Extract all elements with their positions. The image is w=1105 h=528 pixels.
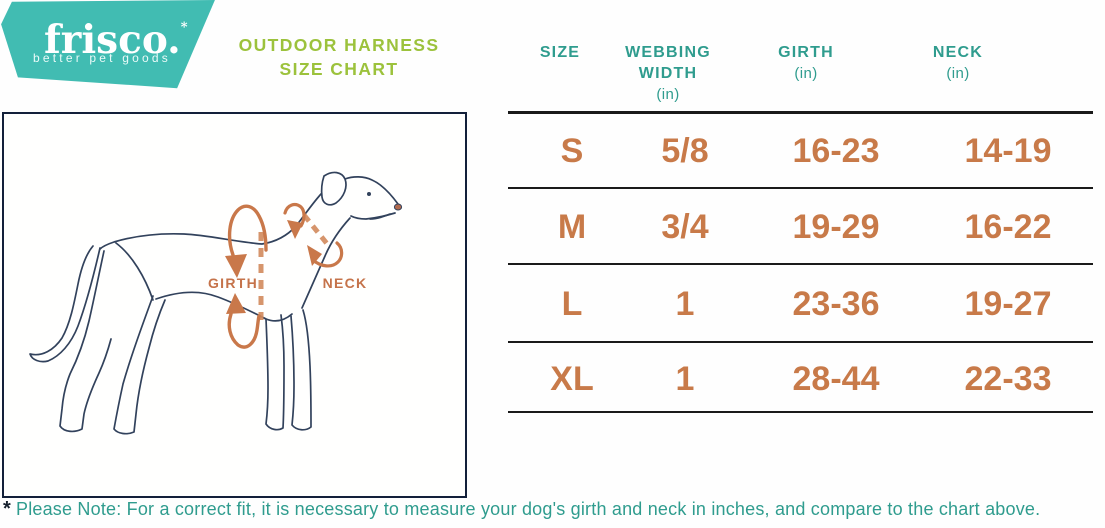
header-webbing-unit: (in) — [656, 86, 680, 103]
webbing-cell: 1 — [675, 285, 695, 323]
neck-loop-bottom-arc — [311, 241, 344, 268]
girth-loop-top-arc — [227, 204, 268, 257]
webbing-cell: 1 — [675, 360, 695, 398]
header-size-label: SIZE — [539, 44, 581, 61]
neck-loop-top-arc — [283, 202, 306, 228]
footnote-text: Please Note: For a correct fit, it is ne… — [15, 499, 1041, 519]
brand-name: frisco.* — [44, 6, 188, 63]
neck-strap-dashed-line — [302, 213, 330, 247]
girth-cell: 16-23 — [792, 132, 880, 170]
header-neck-label: NECK — [932, 44, 984, 61]
size-cell: XL — [550, 360, 594, 398]
size-cell: M — [557, 208, 587, 246]
column-header-webbing-width: WEBBING WIDTH (in) — [608, 42, 728, 105]
header-girth-label: GIRTH — [778, 44, 834, 61]
trademark-icon: * — [180, 20, 188, 35]
neck-cell: 19-27 — [964, 285, 1052, 323]
size-table: SIZE WEBBING WIDTH (in) GIRTH (in) NECK … — [505, 0, 1100, 440]
table-rule — [508, 263, 1093, 265]
header-neck-unit: (in) — [946, 65, 970, 82]
table-rule — [508, 111, 1093, 114]
girth-arrow-down-icon — [225, 254, 247, 278]
girth-measure-annotation: GIRTH — [208, 204, 268, 349]
size-cell: S — [560, 132, 584, 170]
webbing-cell: 3/4 — [661, 208, 709, 246]
dog-illustration: GIRTH NECK — [29, 171, 403, 435]
neck-cell: 22-33 — [964, 360, 1052, 398]
neck-label: NECK — [323, 275, 368, 291]
header-webbing-line1: WEBBING — [625, 44, 711, 61]
table-rule — [508, 411, 1093, 413]
table-rule — [508, 341, 1093, 343]
column-header-neck: NECK (in) — [898, 42, 1018, 84]
dog-eye — [367, 192, 371, 196]
brand-name-text: frisco. — [44, 17, 181, 63]
page-title: OUTDOOR HARNESS SIZE CHART — [218, 33, 460, 81]
neck-cell: 14-19 — [964, 132, 1052, 170]
column-header-size: SIZE — [510, 42, 610, 63]
neck-measure-annotation: NECK — [283, 202, 368, 291]
neck-cell: 16-22 — [964, 208, 1052, 246]
footnote-asterisk: * — [3, 498, 11, 520]
girth-cell: 19-29 — [792, 208, 880, 246]
neck-arrow-down-icon — [287, 220, 303, 239]
girth-cell: 23-36 — [792, 285, 880, 323]
footnote: * Please Note: For a correct fit, it is n… — [3, 498, 1103, 521]
size-cell: L — [561, 285, 583, 323]
frisco-logo-badge — [1, 0, 215, 89]
neck-arrow-up-icon — [307, 245, 322, 266]
webbing-cell: 5/8 — [661, 132, 709, 170]
dog-outline — [29, 171, 399, 435]
girth-cell: 28-44 — [792, 360, 880, 398]
page-title-line2: SIZE CHART — [279, 59, 399, 79]
girth-arrow-up-icon — [226, 293, 246, 314]
brand-tagline: better pet goods — [33, 51, 171, 65]
header-girth-unit: (in) — [794, 65, 818, 82]
dog-nose — [393, 203, 403, 211]
girth-loop-bottom-arc — [227, 312, 261, 349]
girth-label: GIRTH — [208, 275, 258, 291]
table-rule — [508, 187, 1093, 189]
dog-diagram-frame: GIRTH NECK — [2, 112, 467, 498]
column-header-girth: GIRTH (in) — [746, 42, 866, 84]
page-title-line1: OUTDOOR HARNESS — [238, 35, 440, 55]
header-webbing-line2: WIDTH — [638, 65, 698, 82]
